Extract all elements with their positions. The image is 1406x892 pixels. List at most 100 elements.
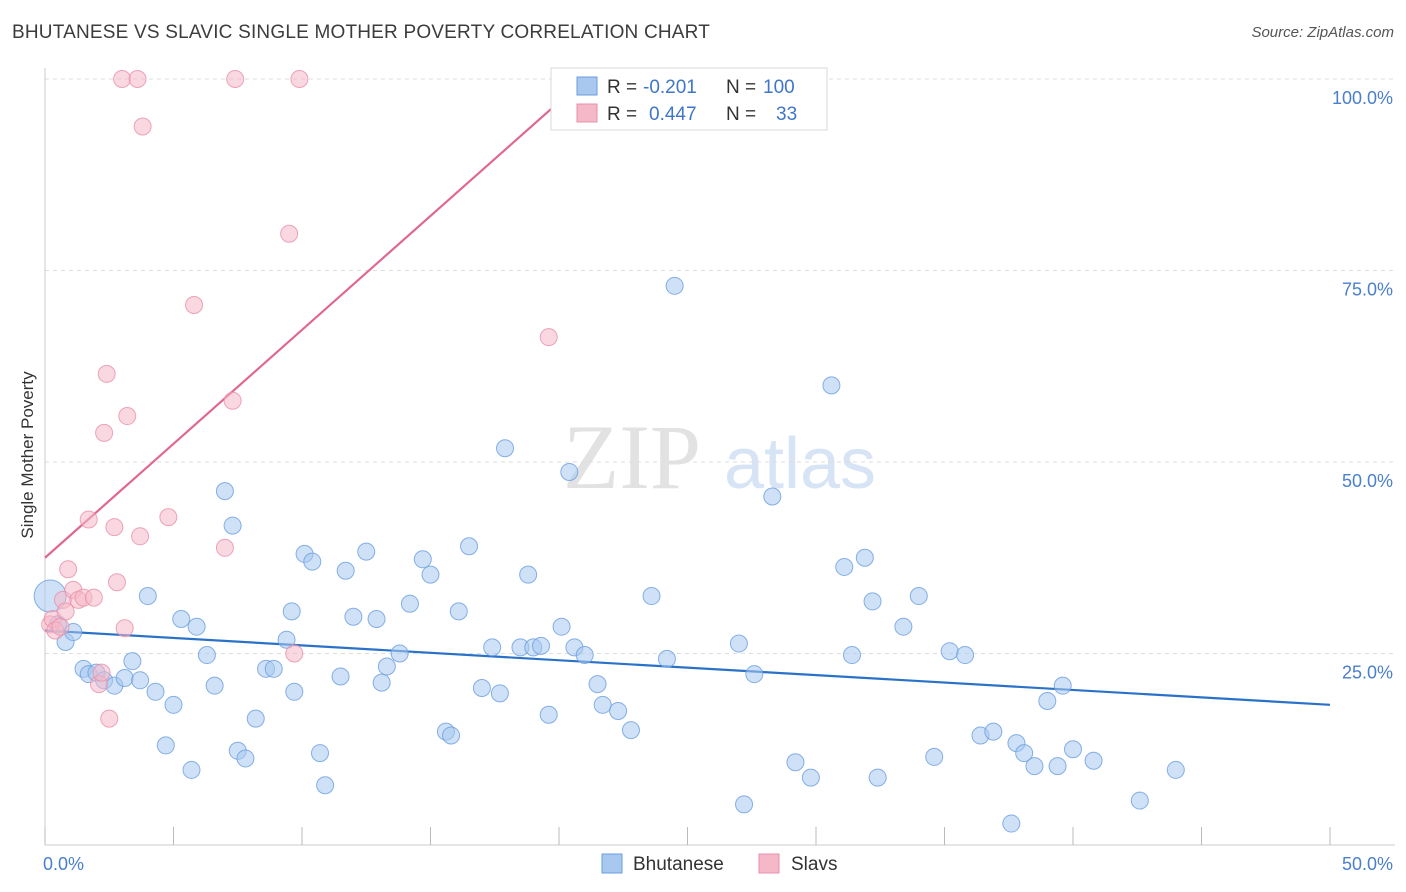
slavs-point — [159, 508, 178, 527]
slavs-point — [118, 407, 137, 426]
bhutanese-trend-line — [44, 629, 1331, 706]
bhutanese-point — [1002, 814, 1021, 833]
bhutanese-point — [609, 701, 628, 720]
bhutanese-point — [246, 709, 265, 728]
bhutanese-point — [763, 487, 782, 506]
bhutanese-point — [1064, 740, 1082, 759]
bhutanese-point — [519, 565, 538, 584]
bhutanese-point — [868, 768, 887, 787]
legend-n-value: 33 — [776, 104, 797, 125]
bhutanese-point — [215, 482, 234, 501]
bhutanese-point — [367, 610, 386, 629]
slavs-point — [56, 602, 75, 621]
slavs-point — [133, 117, 152, 136]
y-axis-label: Single Mother Poverty — [18, 371, 37, 539]
legend-swatch-blue — [576, 76, 598, 96]
slavs-point — [100, 709, 119, 728]
slavs-point — [290, 70, 309, 88]
legend-swatch-slavs — [758, 853, 780, 874]
slavs-point — [215, 538, 234, 557]
slavs-point — [79, 510, 98, 529]
bhutanese-point — [575, 646, 594, 665]
bhutanese-point — [146, 682, 165, 701]
legend-swatch-bhutanese — [601, 853, 623, 874]
bhutanese-point — [745, 665, 764, 684]
bhutanese-point — [496, 439, 515, 458]
bhutanese-point — [442, 726, 461, 745]
legend-r-value: -0.201 — [643, 77, 697, 98]
bhutanese-point — [460, 537, 479, 556]
legend-label-bhutanese: Bhutanese — [633, 854, 724, 875]
bhutanese-point — [115, 669, 134, 688]
slavs-point — [539, 328, 558, 347]
bhutanese-point — [449, 602, 468, 621]
bhutanese-point — [223, 516, 242, 535]
bhutanese-point — [863, 592, 882, 611]
bhutanese-point — [593, 695, 612, 714]
bhutanese-point — [336, 561, 355, 580]
slavs-point — [107, 573, 126, 592]
axes — [44, 68, 1395, 846]
y-tick-label: 25.0% — [1342, 663, 1393, 683]
legend-swatch-pink — [576, 103, 598, 123]
bhutanese-point — [131, 671, 150, 690]
chart-title: BHUTANESE VS SLAVIC SINGLE MOTHER POVERT… — [12, 22, 711, 43]
slavs-point — [51, 617, 70, 636]
bhutanese-point — [1130, 791, 1149, 810]
bhutanese-point — [156, 736, 175, 755]
bhutanese-point — [164, 695, 183, 714]
bhutanese-point — [560, 462, 579, 481]
legend-r-value: 0.447 — [649, 104, 697, 125]
slavs-point — [285, 644, 304, 663]
bhutanese-point — [984, 722, 1003, 741]
slavs-point — [115, 619, 134, 638]
bhutanese-point — [842, 646, 861, 665]
bhutanese-point — [277, 630, 296, 649]
slavs-point — [95, 423, 114, 442]
y-tick-label: 100.0% — [1332, 88, 1393, 108]
bhutanese-point — [490, 684, 509, 703]
bhutanese-point — [588, 675, 607, 694]
slavs-point — [280, 224, 299, 243]
bhutanese-point — [642, 587, 661, 606]
bhutanese-point — [1084, 751, 1103, 770]
bhutanese-point — [532, 636, 551, 655]
bhutanese-point — [1166, 760, 1185, 779]
bhutanese-point — [822, 376, 841, 395]
bhutanese-point — [786, 753, 805, 772]
bhutanese-point — [344, 607, 363, 626]
data-points — [33, 70, 1185, 833]
watermark-zip: ZIP — [563, 406, 701, 508]
bhutanese-point — [472, 678, 491, 697]
bhutanese-point — [483, 638, 502, 657]
bhutanese-point — [377, 657, 396, 676]
bhutanese-point — [172, 610, 191, 629]
bhutanese-point — [956, 646, 975, 665]
slavs-point — [113, 70, 132, 88]
bhutanese-point — [909, 587, 928, 606]
bhutanese-point — [236, 749, 255, 768]
bhutanese-point — [264, 659, 283, 678]
bhutanese-point — [285, 682, 304, 701]
bhutanese-point — [657, 649, 676, 668]
bhutanese-point — [123, 652, 142, 671]
bhutanese-point — [539, 705, 558, 724]
slavs-point — [97, 364, 116, 383]
x-tick-label: 0.0% — [43, 854, 84, 874]
tick-labels: 25.0% 50.0% 75.0% 100.0% 0.0% 50.0% — [43, 88, 1393, 874]
bhutanese-point — [735, 795, 754, 814]
slavs-point — [128, 70, 147, 88]
slavs-trend-line — [44, 101, 560, 559]
slavs-point — [226, 70, 245, 88]
bhutanese-point — [182, 760, 201, 779]
legend-n-label: N = — [726, 77, 756, 98]
bhutanese-point — [282, 602, 301, 621]
legend-top: R = -0.201 N = 100 R = 0.447 N = 33 — [550, 67, 828, 131]
bhutanese-point — [729, 634, 748, 653]
bhutanese-point — [205, 676, 224, 695]
bhutanese-point — [855, 548, 874, 567]
bhutanese-point — [197, 646, 216, 665]
bhutanese-point — [400, 594, 419, 613]
bhutanese-point — [310, 744, 329, 763]
bhutanese-point — [357, 542, 376, 561]
